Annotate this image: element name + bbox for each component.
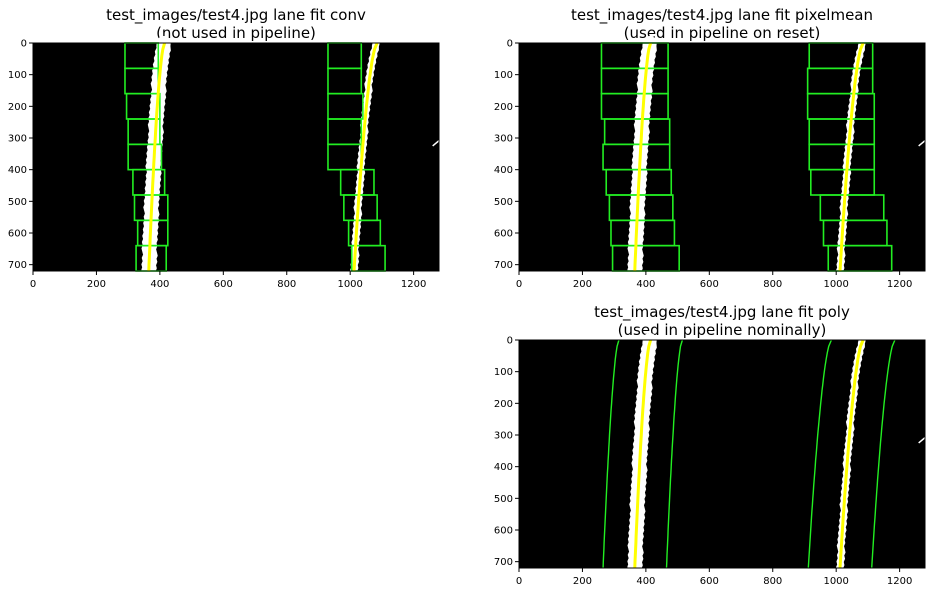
fit-line: [352, 42, 379, 272]
stray-pixels: [918, 137, 929, 147]
y-tick-label: 500: [494, 494, 513, 505]
x-tick-label: 1200: [887, 576, 912, 587]
panel-poly: test_images/test4.jpg lane fit poly(used…: [494, 303, 929, 587]
x-tick-label: 800: [763, 576, 782, 587]
y-tick-label: 200: [494, 399, 513, 410]
y-tick-label: 300: [494, 431, 513, 442]
panel-conv: test_images/test4.jpg lane fit conv(not …: [8, 6, 443, 290]
stray-pixels: [918, 434, 929, 444]
y-tick-label: 500: [494, 197, 513, 208]
x-tick-label: 1000: [823, 279, 848, 290]
axes-frame: [518, 339, 926, 569]
image-background: [33, 43, 439, 271]
x-tick-label: 400: [150, 279, 169, 290]
y-tick-label: 300: [8, 134, 27, 145]
stray-pixels: [432, 137, 443, 147]
y-tick-label: 200: [494, 102, 513, 113]
x-tick-label: 200: [87, 279, 106, 290]
x-tick-label: 400: [636, 576, 655, 587]
y-tick-label: 500: [8, 197, 27, 208]
axes-frame: [32, 42, 440, 272]
x-tick-label: 0: [516, 576, 522, 587]
x-tick-label: 600: [700, 279, 719, 290]
panel-title-line: (used in pipeline on reset): [624, 24, 821, 42]
panel-title-line: (not used in pipeline): [156, 24, 316, 42]
y-tick-label: 600: [494, 229, 513, 240]
y-tick-label: 600: [8, 229, 27, 240]
y-tick-label: 700: [494, 557, 513, 568]
x-tick-label: 400: [636, 279, 655, 290]
fit-line: [147, 42, 167, 272]
y-tick-label: 300: [494, 134, 513, 145]
x-tick-label: 0: [30, 279, 36, 290]
x-tick-label: 800: [763, 279, 782, 290]
x-tick-label: 1200: [887, 279, 912, 290]
y-tick-label: 700: [494, 260, 513, 271]
y-tick-label: 600: [494, 526, 513, 537]
x-tick-label: 1000: [337, 279, 362, 290]
image-background: [519, 43, 925, 271]
y-tick-label: 400: [494, 462, 513, 473]
fit-line: [838, 42, 865, 272]
margin-curve: [602, 339, 620, 569]
x-tick-label: 1000: [823, 576, 848, 587]
x-tick-label: 0: [516, 279, 522, 290]
y-tick-label: 0: [507, 336, 513, 347]
fit-line: [633, 339, 653, 569]
margin-curve: [665, 339, 684, 569]
x-tick-label: 200: [573, 279, 592, 290]
fit-line: [838, 339, 865, 569]
y-tick-label: 0: [507, 39, 513, 50]
panel-title-line: test_images/test4.jpg lane fit pixelmean: [571, 6, 873, 25]
x-tick-label: 600: [700, 576, 719, 587]
image-background: [519, 340, 925, 568]
y-tick-label: 100: [8, 70, 27, 81]
x-tick-label: 800: [277, 279, 296, 290]
y-tick-label: 400: [8, 165, 27, 176]
fit-line: [633, 42, 653, 272]
y-tick-label: 100: [494, 367, 513, 378]
x-tick-label: 200: [573, 576, 592, 587]
x-tick-label: 600: [214, 279, 233, 290]
y-tick-label: 700: [8, 260, 27, 271]
panel-title-line: test_images/test4.jpg lane fit poly: [594, 303, 850, 322]
panel-title-line: (used in pipeline nominally): [618, 321, 827, 339]
panel-title-line: test_images/test4.jpg lane fit conv: [106, 6, 366, 25]
axes-frame: [518, 42, 926, 272]
margin-curve: [807, 339, 833, 569]
panel-pixelmean: test_images/test4.jpg lane fit pixelmean…: [494, 6, 929, 290]
y-tick-label: 400: [494, 165, 513, 176]
margin-curve: [871, 339, 896, 569]
y-tick-label: 200: [8, 102, 27, 113]
y-tick-label: 100: [494, 70, 513, 81]
y-tick-label: 0: [21, 39, 27, 50]
x-tick-label: 1200: [401, 279, 426, 290]
